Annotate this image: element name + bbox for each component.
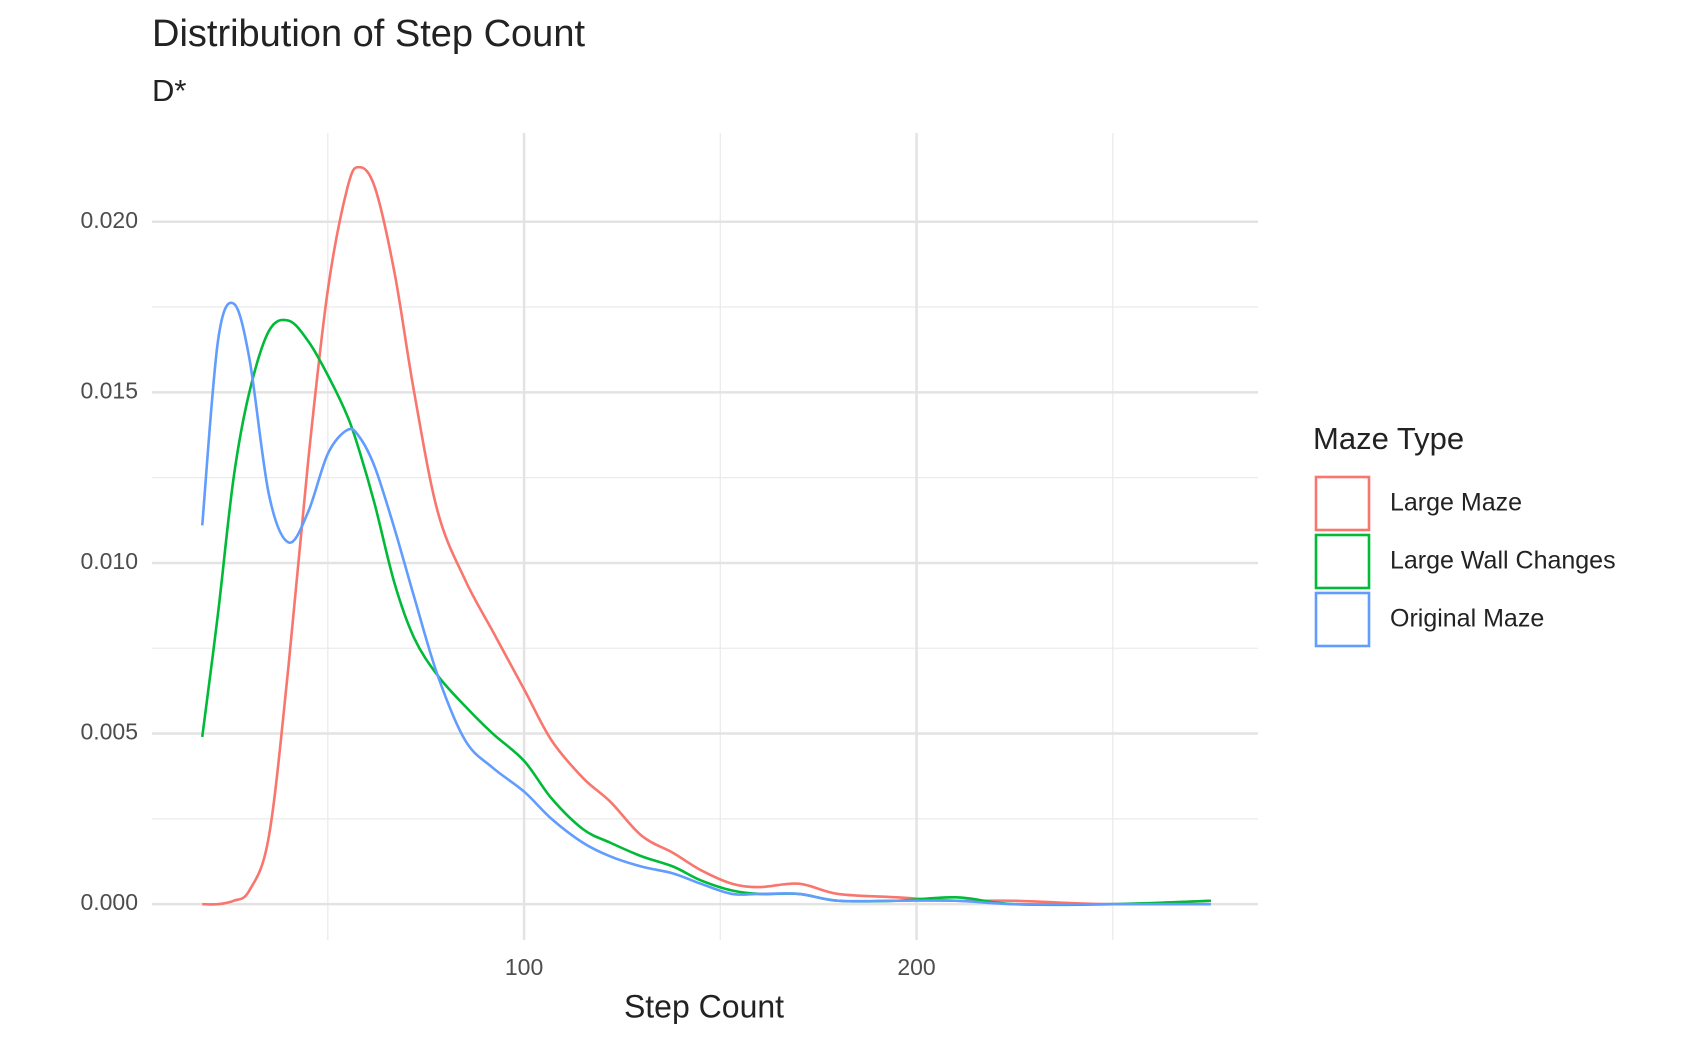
y-tick-label: 0.010 xyxy=(80,548,138,574)
y-tick-label: 0.000 xyxy=(80,889,138,915)
legend-key xyxy=(1314,533,1371,590)
legend-label: Large Maze xyxy=(1390,489,1522,517)
y-tick-label: 0.020 xyxy=(80,207,138,233)
x-axis-label: Step Count xyxy=(624,988,784,1024)
y-tick-label: 0.005 xyxy=(80,719,138,745)
legend-key xyxy=(1314,591,1371,648)
legend-label: Original Maze xyxy=(1390,605,1544,633)
legend-key xyxy=(1314,475,1371,532)
x-tick-label: 100 xyxy=(505,954,543,980)
density-line xyxy=(200,301,1211,906)
y-tick-label: 0.015 xyxy=(80,377,138,403)
density-line xyxy=(200,318,1211,907)
chart-title: Distribution of Step Count xyxy=(152,13,585,55)
chart-subtitle: D* xyxy=(152,73,186,108)
legend-label: Large Wall Changes xyxy=(1390,547,1616,575)
x-tick-label: 200 xyxy=(897,954,935,980)
density-line xyxy=(202,165,1211,906)
legend-title: Maze Type xyxy=(1313,421,1464,456)
